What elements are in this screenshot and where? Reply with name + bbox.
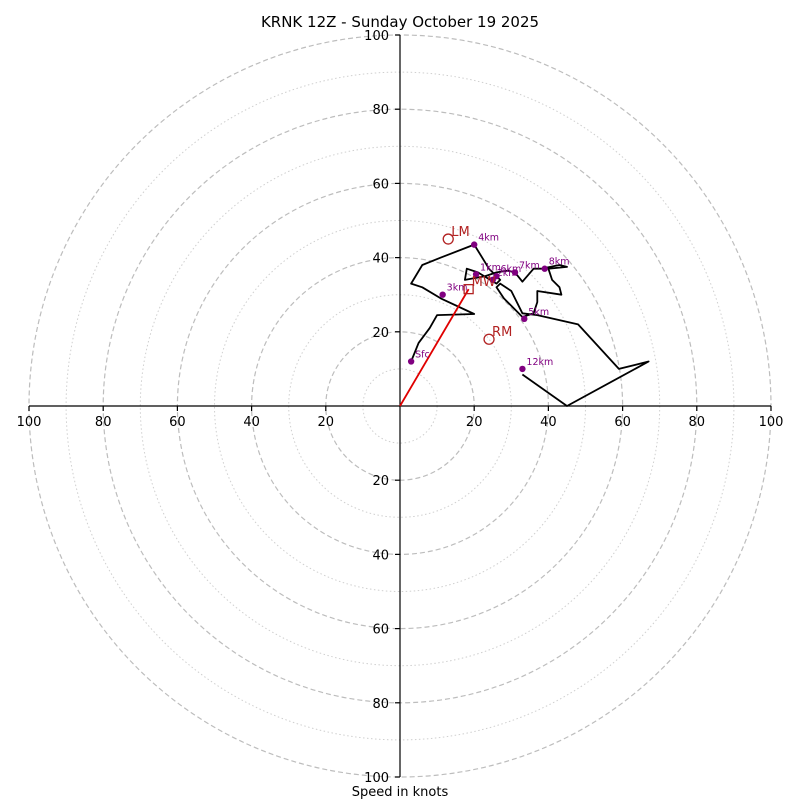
height-label-5km: 5km [528,307,549,318]
x-tick-label: 80 [689,415,706,430]
x-tick-label: 100 [759,415,784,430]
height-marker-7km [511,269,519,276]
height-marker-1km [472,271,480,278]
height-marker-4km [471,241,478,248]
storm-motion-layer: LM RM MW [442,225,512,345]
y-tick-label: 20 [372,326,389,341]
height-label-6km: 6km [500,264,521,275]
storm-motion-marker-MW [463,283,474,295]
height-label-3km: 3km [447,283,468,294]
chart-title: KRNK 12Z - Sunday October 19 2025 [261,13,539,31]
y-tick-label: 100 [364,29,389,44]
x-tick-label: 20 [318,415,335,430]
y-tick-label: 60 [372,177,389,192]
height-marker-6km [493,272,500,280]
height-marker-8km [541,265,548,272]
y-tick-label: 100 [364,771,389,786]
x-tick-label: 60 [614,415,631,430]
y-tick-label: 60 [372,623,389,638]
x-tick-label: 60 [169,415,186,430]
height-label-4km: 4km [478,233,499,244]
hodograph-trace-layer [410,243,650,407]
x-tick-label: 40 [243,415,260,430]
height-marker-12km [519,365,526,373]
x-tick-label: 80 [95,415,112,430]
y-tick-label: 80 [372,697,389,712]
storm-motion-marker-LM [442,233,454,245]
y-tick-label: 20 [372,474,389,489]
storm-motion-label-MW: MW [472,275,496,290]
height-marker-5km [521,315,528,323]
height-label-Sfc: Sfc [415,349,430,360]
height-label-2km: 2km [497,268,518,279]
tick-labels: 100 80 60 40 20 20 40 60 80 100 100 80 60 40 20 20 40 60 8… [17,29,784,786]
shear-vector-layer [399,288,470,407]
y-tick-label: 80 [372,103,389,118]
height-label-7km: 7km [519,260,540,271]
x-tick-label: 20 [466,415,483,430]
shear-vector [399,288,470,407]
hodograph-trace [410,243,650,407]
storm-motion-label-LM: LM [451,225,469,240]
height-label-12km: 12km [526,357,553,368]
x-axis-label: Speed in knots [352,785,449,800]
y-tick-label: 40 [372,548,389,563]
height-marker-3km [439,291,446,298]
height-marker-Sfc [407,358,415,365]
height-label-1km: 1km [480,262,501,273]
x-tick-label: 40 [540,415,557,430]
storm-motion-marker-RM [483,333,495,345]
storm-motion-label-RM: RM [492,325,512,340]
x-tick-label: 100 [17,415,42,430]
y-tick-label: 40 [372,252,389,267]
height-label-8km: 8km [549,257,570,268]
